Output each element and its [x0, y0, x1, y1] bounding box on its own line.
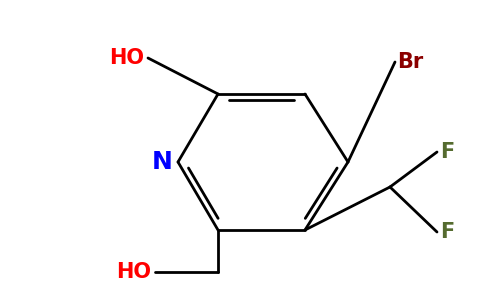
Text: Br: Br — [397, 52, 423, 72]
Text: F: F — [440, 142, 454, 162]
Text: HO: HO — [109, 48, 144, 68]
Text: HO: HO — [116, 262, 151, 282]
Text: N: N — [151, 150, 172, 174]
Text: F: F — [440, 222, 454, 242]
